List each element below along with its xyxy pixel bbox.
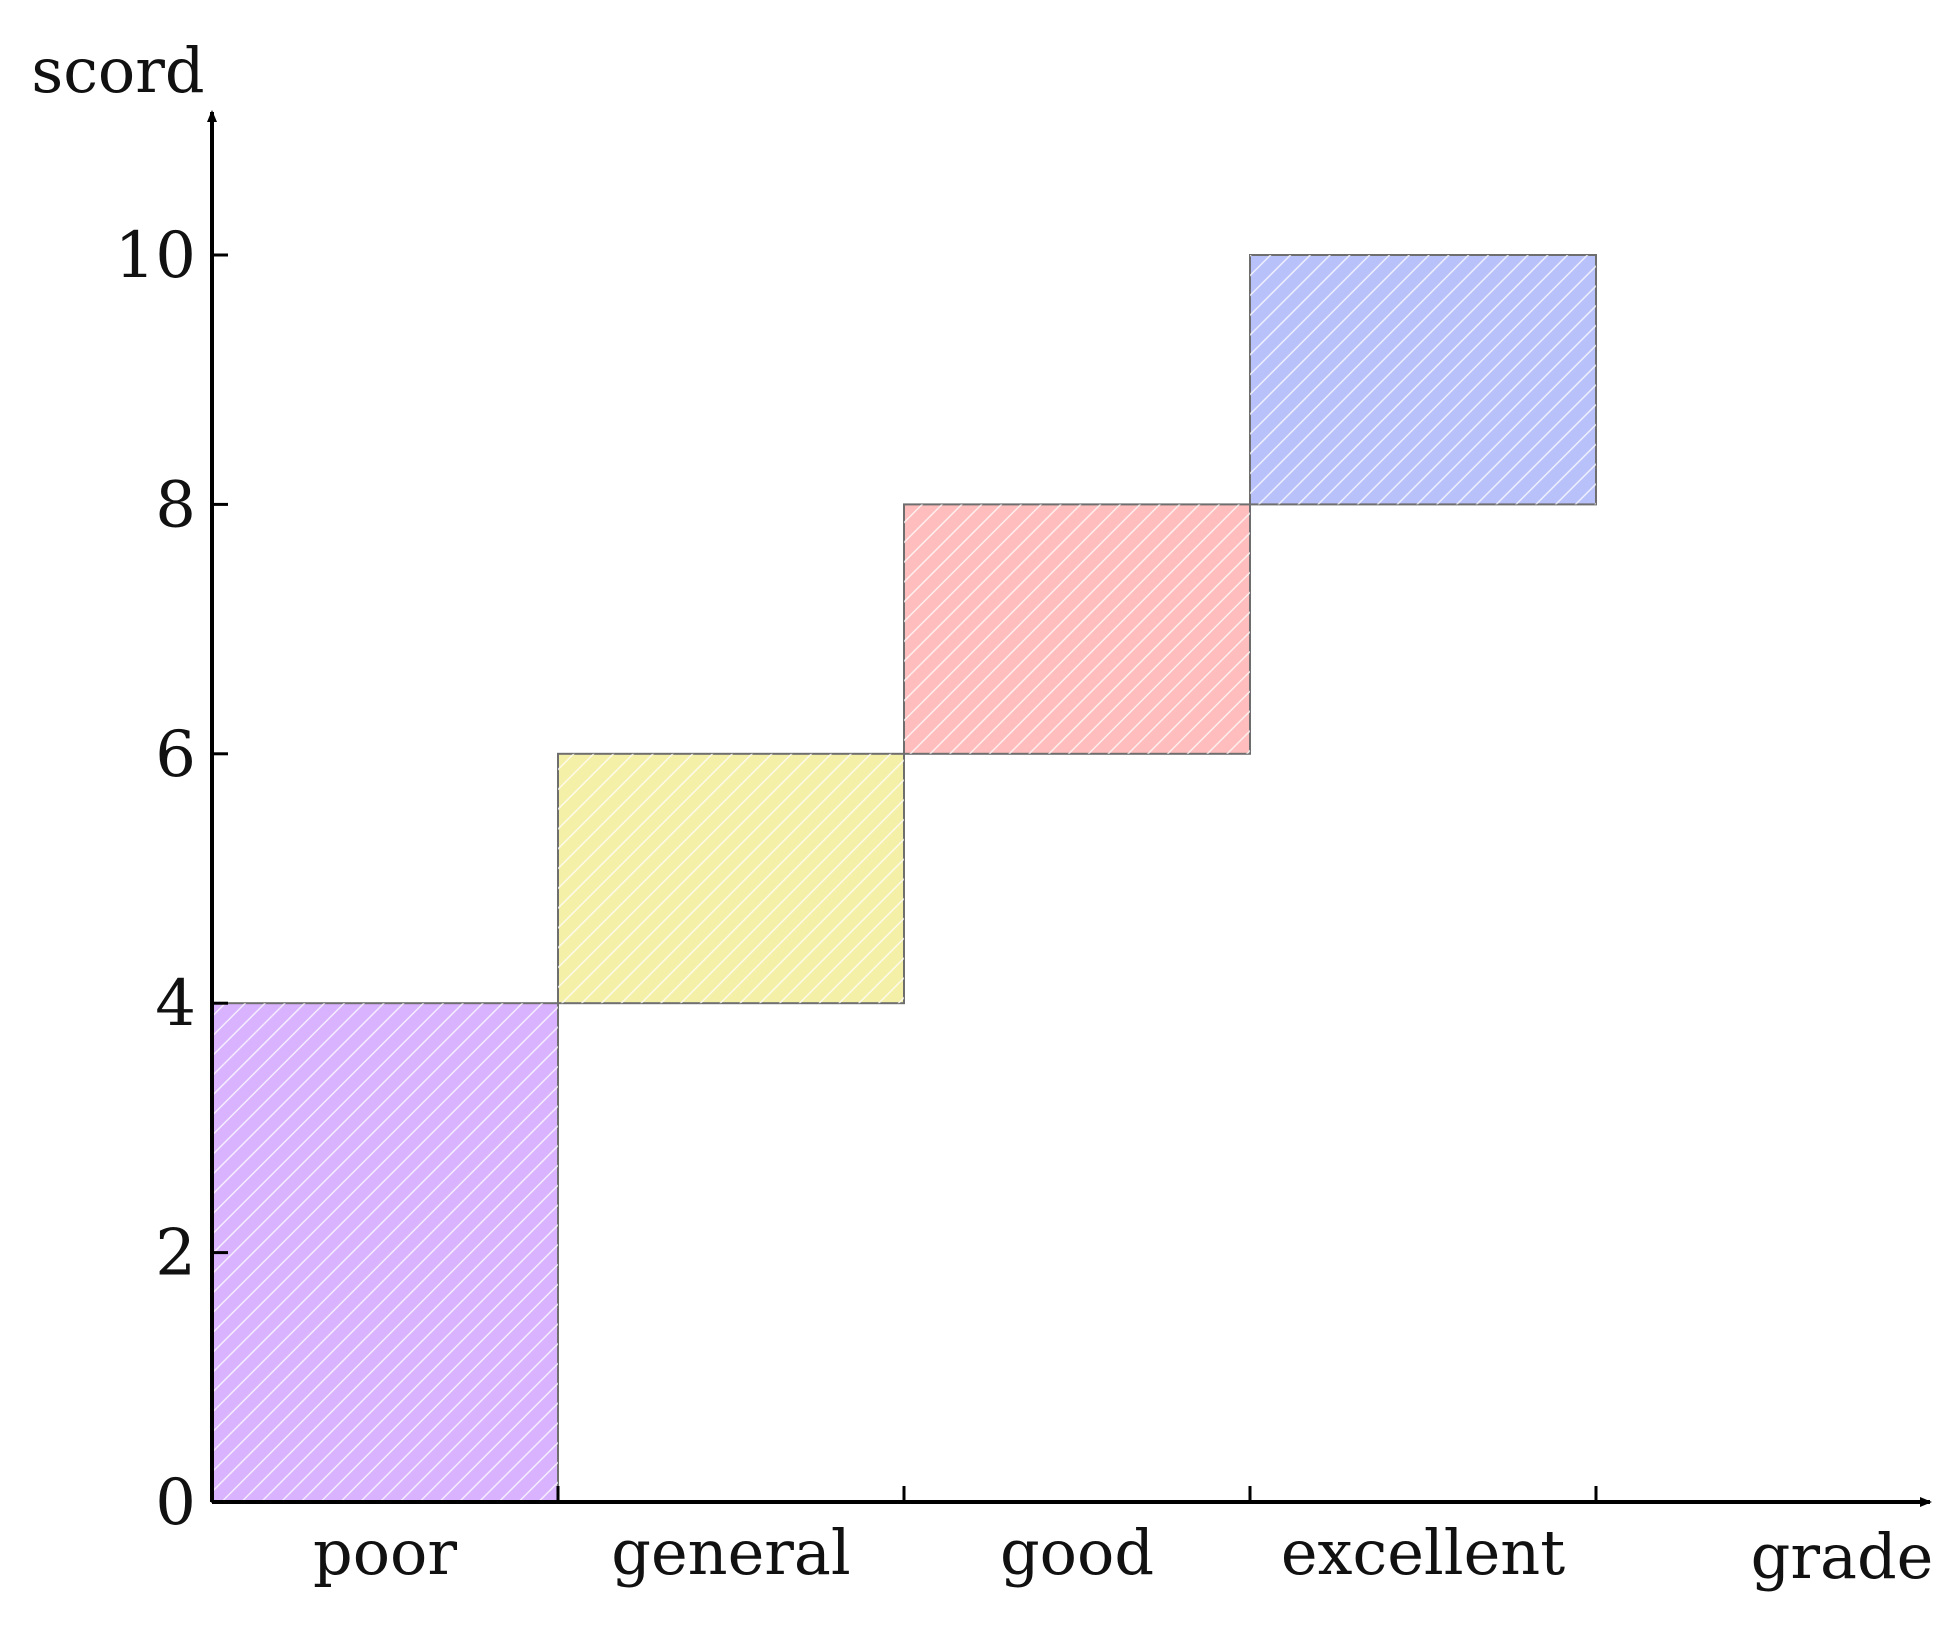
bar-excellent <box>1249 254 1597 506</box>
bar-poor <box>211 1002 559 1503</box>
x-tick-label-excellent: excellent <box>1281 1516 1565 1589</box>
bar-good <box>903 503 1251 755</box>
bars-layer <box>211 254 1597 1503</box>
y-tick-label-6: 6 <box>155 718 196 792</box>
y-tick-label-4: 4 <box>155 967 196 1041</box>
x-tick-label-general: general <box>611 1516 850 1589</box>
bar-good-hatch <box>904 504 1250 754</box>
bar-poor-hatch <box>212 1003 558 1502</box>
x-tick-label-good: good <box>1000 1516 1154 1589</box>
axes-layer <box>207 110 1932 1507</box>
y-axis-title: scord <box>31 34 204 107</box>
y-tick-label-8: 8 <box>155 468 196 542</box>
x-tick-label-poor: poor <box>313 1516 457 1589</box>
labels-layer: scord grade 0 2 4 6 8 10 poor general good excell… <box>31 34 1933 1593</box>
bar-excellent-hatch <box>1250 255 1596 505</box>
y-tick-label-2: 2 <box>155 1217 196 1291</box>
bar-general-hatch <box>558 753 904 1004</box>
y-tick-label-10: 10 <box>115 219 196 293</box>
y-tick-label-0: 0 <box>155 1466 196 1540</box>
bar-general <box>557 752 905 1005</box>
x-axis-title: grade <box>1751 1520 1934 1593</box>
